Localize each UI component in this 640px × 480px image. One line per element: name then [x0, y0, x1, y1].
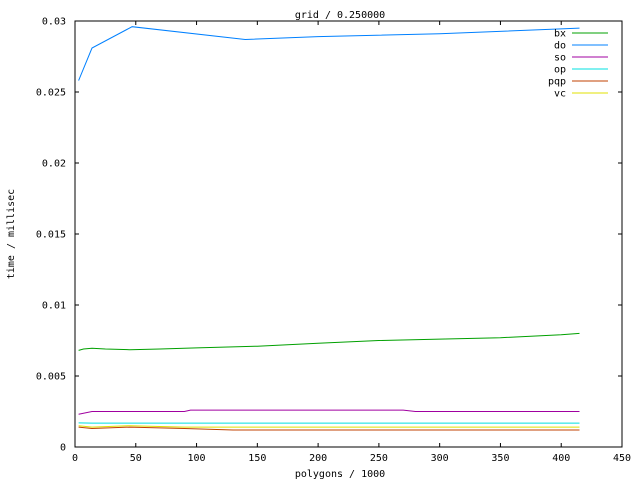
series-line-pqp	[78, 426, 580, 431]
x-tick-label: 150	[248, 453, 266, 464]
y-tick-label: 0.015	[36, 230, 66, 241]
legend-label-vc: vc	[554, 89, 566, 100]
axis-ticks: 0 50 100 150 200 250 300 350 400 450 0 0.005 0.01 0.0…	[36, 17, 631, 465]
y-tick-label: 0.005	[36, 372, 66, 383]
series-line-bx	[78, 332, 580, 351]
x-tick-label: 450	[613, 453, 631, 464]
x-tick-label: 100	[188, 453, 206, 464]
legend-label-so: so	[554, 53, 566, 64]
legend-label-op: op	[554, 65, 566, 76]
y-tick-label: 0.01	[42, 301, 66, 312]
x-tick-label: 350	[491, 453, 509, 464]
y-tick-label: 0	[60, 443, 66, 454]
series-line-so	[78, 409, 580, 415]
x-tick-label: 200	[309, 453, 327, 464]
legend-label-bx: bx	[554, 29, 566, 40]
y-tick-label: 0.025	[36, 88, 66, 99]
x-tick-label: 0	[72, 453, 78, 464]
x-tick-label: 250	[370, 453, 388, 464]
y-tick-label: 0.02	[42, 159, 66, 170]
chart-title: grid / 0.250000	[295, 10, 385, 21]
x-tick-label: 300	[431, 453, 449, 464]
series-line-do	[78, 26, 580, 81]
series-line-vc	[78, 425, 580, 428]
plot-area-frame	[74, 20, 623, 448]
series-lines	[78, 26, 580, 431]
x-tick-label: 400	[552, 453, 570, 464]
x-tick-label: 50	[130, 453, 142, 464]
y-axis-label: time / millisec	[6, 189, 17, 279]
legend-label-do: do	[554, 41, 566, 52]
x-axis-label: polygons / 1000	[295, 469, 385, 480]
y-tick-label: 0.03	[42, 17, 66, 28]
legend-label-pqp: pqp	[548, 77, 566, 88]
